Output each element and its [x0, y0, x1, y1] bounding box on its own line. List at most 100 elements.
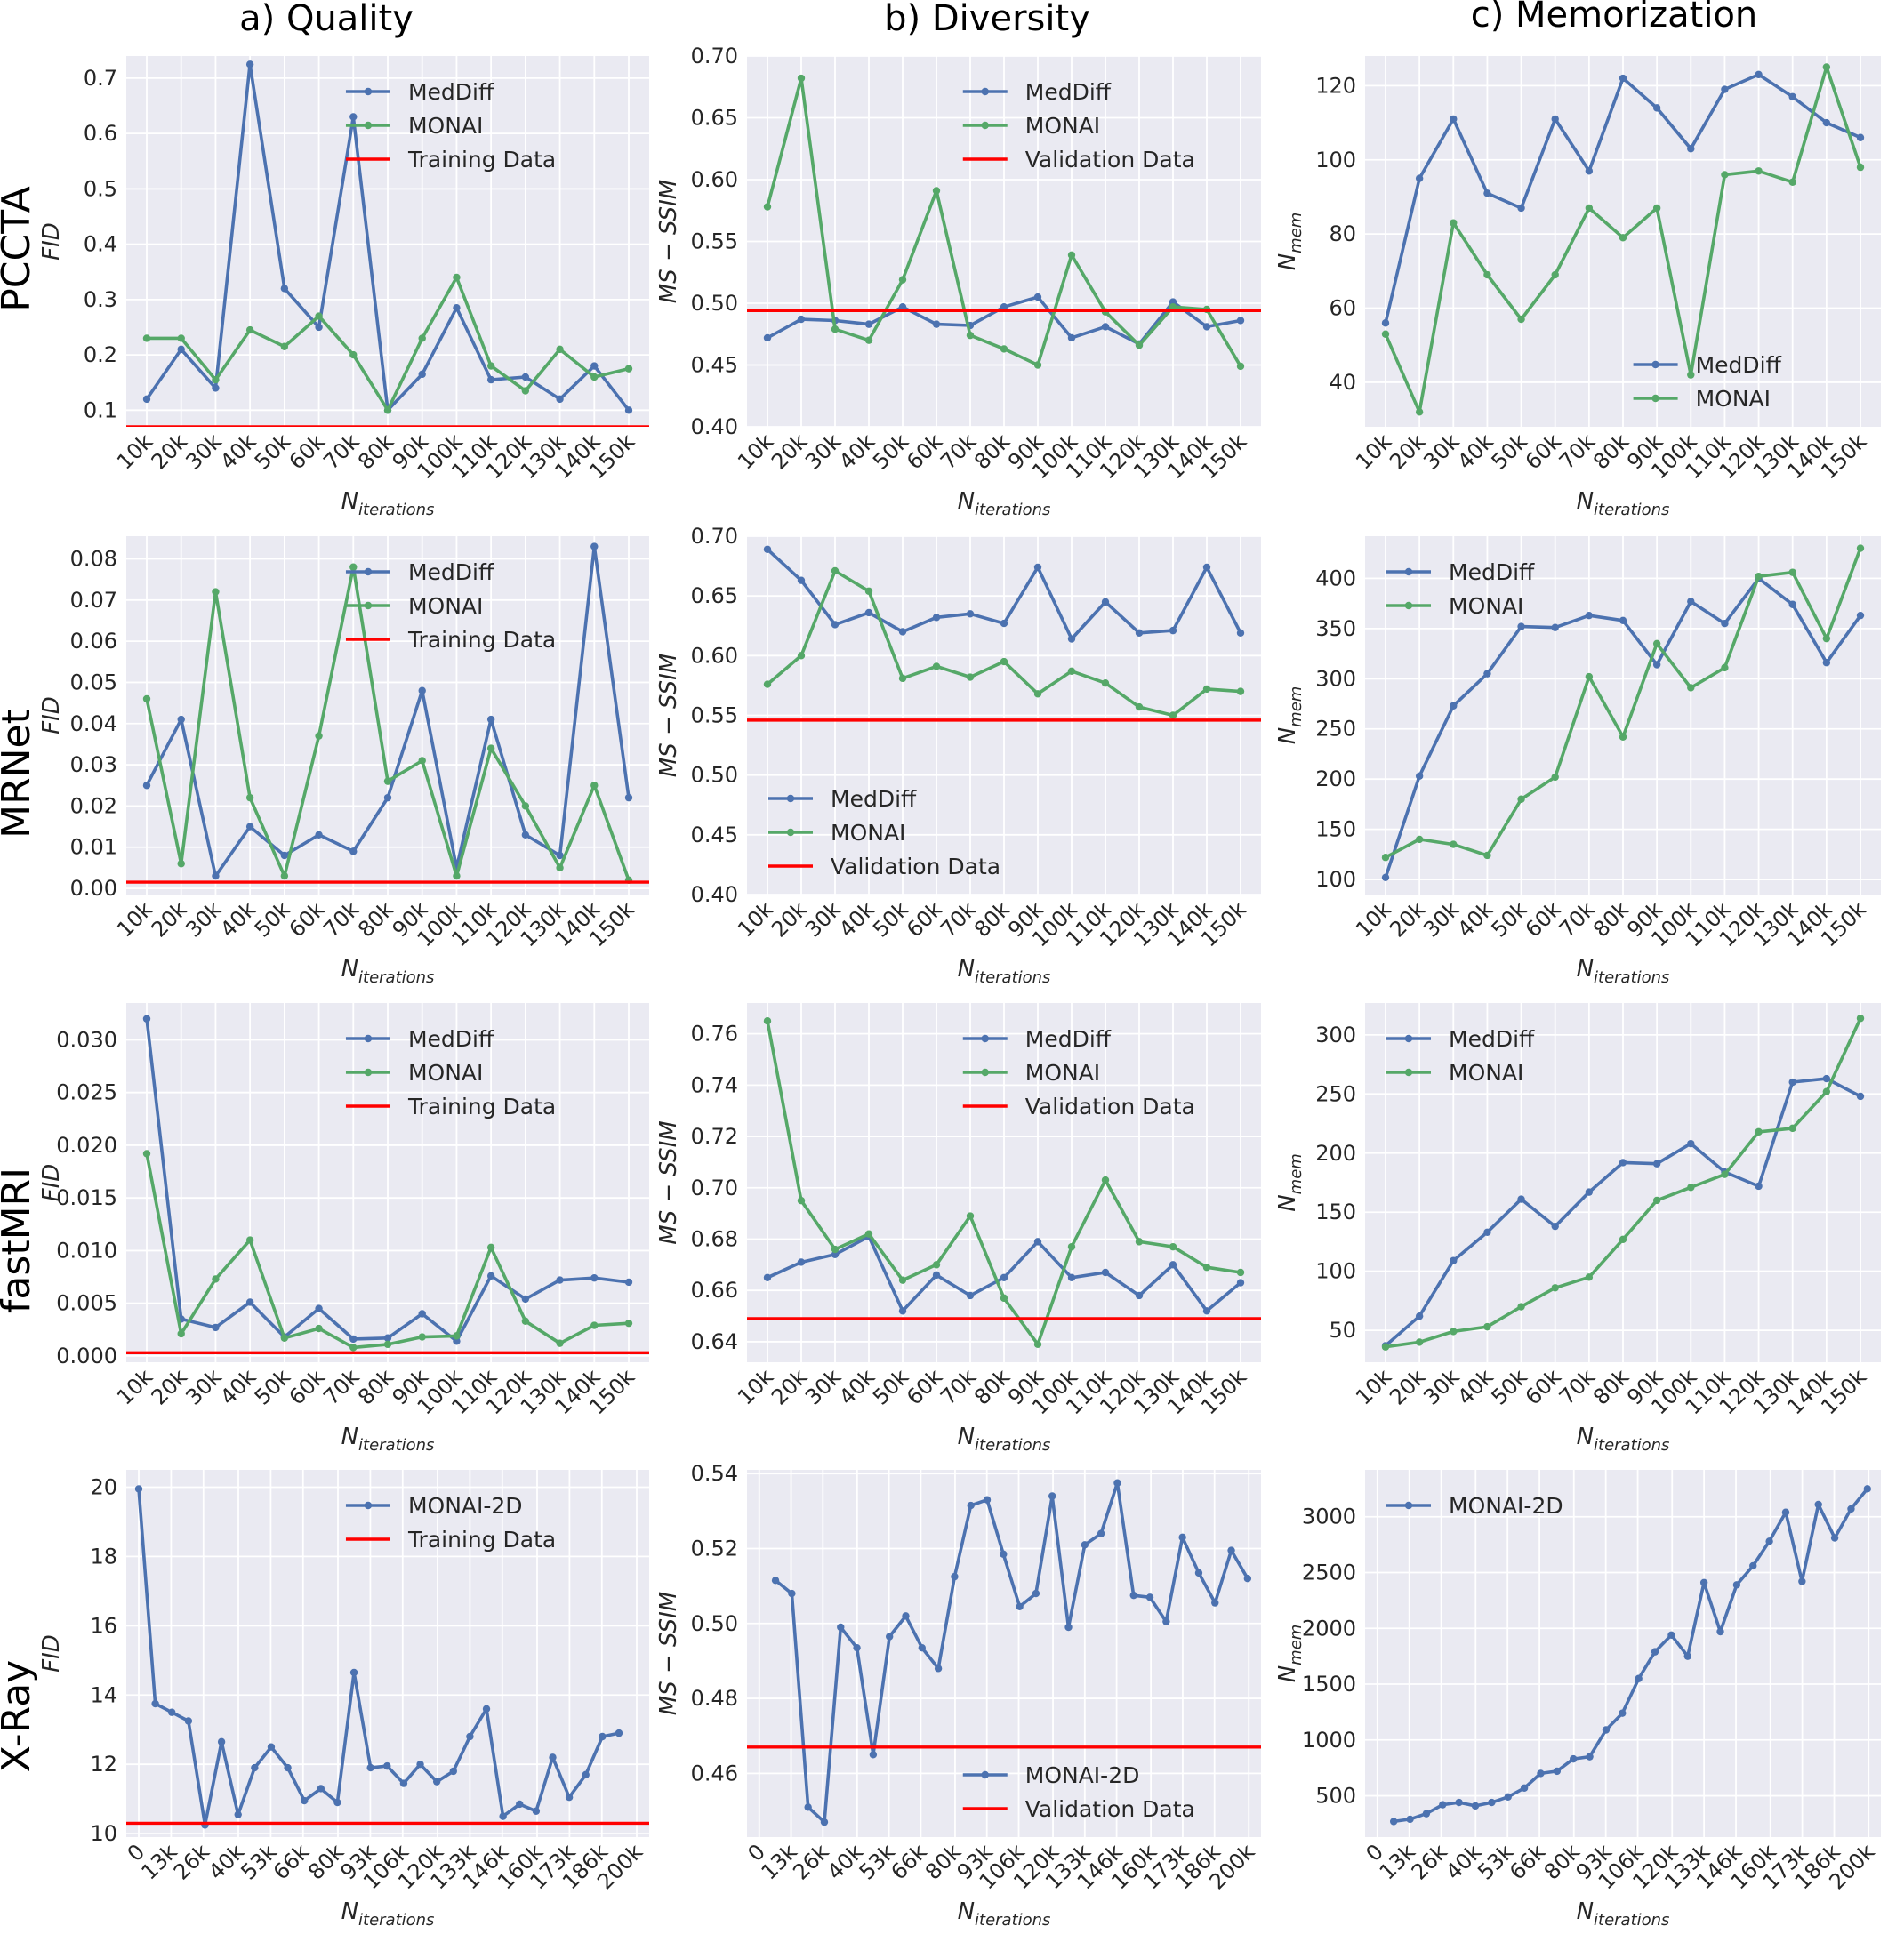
data-area [747, 1017, 1261, 1349]
column-title-diversity: b) Diversity [884, 0, 1090, 39]
data-point [142, 334, 151, 342]
grid-lines [747, 55, 1261, 428]
data-point [349, 350, 358, 359]
data-point [763, 203, 772, 211]
data-point [1585, 672, 1594, 681]
data-point [1619, 1235, 1627, 1243]
data-point [797, 652, 806, 660]
data-point [217, 1737, 226, 1746]
data-point [763, 545, 772, 553]
y-tick-label: 18 [90, 1544, 117, 1569]
y-tick-label: 0.45 [691, 353, 738, 378]
y-axis-label: Nmem [1274, 686, 1305, 745]
data-point [1483, 189, 1491, 197]
data-point [1551, 623, 1559, 631]
data-point [383, 406, 392, 414]
y-tick-labels: 10 12 14 16 18 20 [90, 1474, 117, 1846]
data-area [1381, 63, 1865, 416]
data-point [918, 1643, 926, 1652]
data-point [599, 1732, 607, 1741]
data-point [1788, 92, 1796, 101]
series-line-monai-2d [137, 1489, 620, 1827]
data-point [1517, 204, 1525, 213]
data-point [245, 1236, 254, 1244]
data-point [804, 1803, 812, 1811]
data-point [1551, 115, 1559, 124]
legend: MONAI-2D Validation Data [962, 1762, 1195, 1822]
grid-lines [1365, 1003, 1881, 1362]
y-tick-label: 0.000 [56, 1344, 117, 1368]
data-point [466, 1732, 474, 1741]
data-point [1483, 270, 1491, 279]
y-tick-labels: 0.46 0.48 0.50 0.52 0.54 [691, 1461, 738, 1786]
data-point [245, 1298, 254, 1306]
series-line-monai-2d [774, 1481, 1249, 1824]
data-point [932, 614, 941, 622]
x-axis-label: Niterations [341, 488, 435, 519]
y-axis-label: MS − SSIM [655, 1592, 682, 1715]
x-tick-labels: 013k26k40k53k66k80k93k106k120k133k146k16… [743, 1839, 1259, 1894]
x-tick-labels: 10k20k30k40k50k60k70k80k90k100k110k120k1… [733, 429, 1251, 484]
legend-label-validation-data: Validation Data [1025, 1796, 1195, 1822]
data-point [482, 1705, 491, 1713]
data-area [126, 60, 649, 427]
x-tick-labels: 10k20k30k40k50k60k70k80k90k100k110k120k1… [1351, 429, 1871, 484]
legend-marker [364, 121, 373, 130]
x-axis-label: Niterations [341, 1898, 435, 1930]
data-point [590, 542, 599, 550]
data-point [932, 662, 941, 670]
data-point [416, 1760, 424, 1769]
data-point [1619, 234, 1627, 242]
data-point [1000, 619, 1008, 628]
data-point [212, 384, 220, 392]
data-point [177, 334, 185, 342]
y-tick-label: 0.3 [84, 287, 117, 312]
y-tick-label: 0.025 [56, 1080, 117, 1105]
row-title-pccta: PCCTA [0, 186, 39, 312]
y-tick-label: 60 [1329, 296, 1356, 321]
series-monai [763, 566, 1245, 719]
data-point [1683, 1652, 1691, 1660]
data-point [418, 1333, 426, 1341]
data-point [1847, 1505, 1855, 1513]
y-tick-label: 0.05 [70, 670, 117, 694]
data-point [590, 1274, 599, 1282]
data-point [349, 1668, 358, 1677]
data-point [383, 1340, 392, 1349]
panel-fastmri-memorization: 50 100 150 200 250 300 10k20k30k40k50k60k70k80… [1274, 1003, 1881, 1455]
grid-lines [747, 1003, 1261, 1362]
legend-marker [364, 87, 373, 96]
y-tick-label: 0.50 [691, 763, 738, 788]
data-point [898, 302, 907, 311]
data-point [1537, 1769, 1545, 1778]
legend-marker [981, 1068, 989, 1077]
data-point [864, 608, 873, 617]
legend-label-meddiff: MedDiff [408, 559, 494, 585]
data-point [1169, 711, 1177, 719]
legend: MedDiff MONAI [1386, 1026, 1535, 1086]
y-tick-label: 0.65 [691, 583, 738, 608]
data-area [1381, 1015, 1865, 1351]
data-point [932, 320, 941, 328]
data-point [1856, 544, 1865, 552]
data-point [1471, 1802, 1480, 1810]
data-point [797, 1258, 806, 1266]
data-point [556, 1339, 564, 1347]
data-point [486, 1272, 495, 1280]
data-point [251, 1763, 259, 1772]
data-point [1585, 1188, 1594, 1196]
data-point [142, 782, 151, 790]
data-point [177, 860, 185, 868]
y-tick-label: 0.00 [70, 876, 117, 901]
legend-label-validation-data: Validation Data [1025, 1094, 1195, 1119]
x-tick-labels: 10k20k30k40k50k60k70k80k90k100k110k120k1… [733, 896, 1251, 951]
data-point [951, 1572, 959, 1581]
data-point [831, 325, 840, 333]
panel-pccta-quality: 0.1 0.2 0.3 0.4 0.5 0.6 0.7 10k20k30k40k50k60k7… [38, 56, 649, 519]
y-tick-label: 0.54 [691, 1461, 738, 1486]
y-tick-label: 0.76 [691, 1022, 738, 1047]
panel-mrnet-memorization: 100 150 200 250 300 350 400 10k20k30k40k50k60k7… [1274, 536, 1881, 987]
data-point [521, 1295, 530, 1304]
y-tick-label: 0.6 [84, 121, 117, 146]
data-point [1227, 1546, 1235, 1554]
